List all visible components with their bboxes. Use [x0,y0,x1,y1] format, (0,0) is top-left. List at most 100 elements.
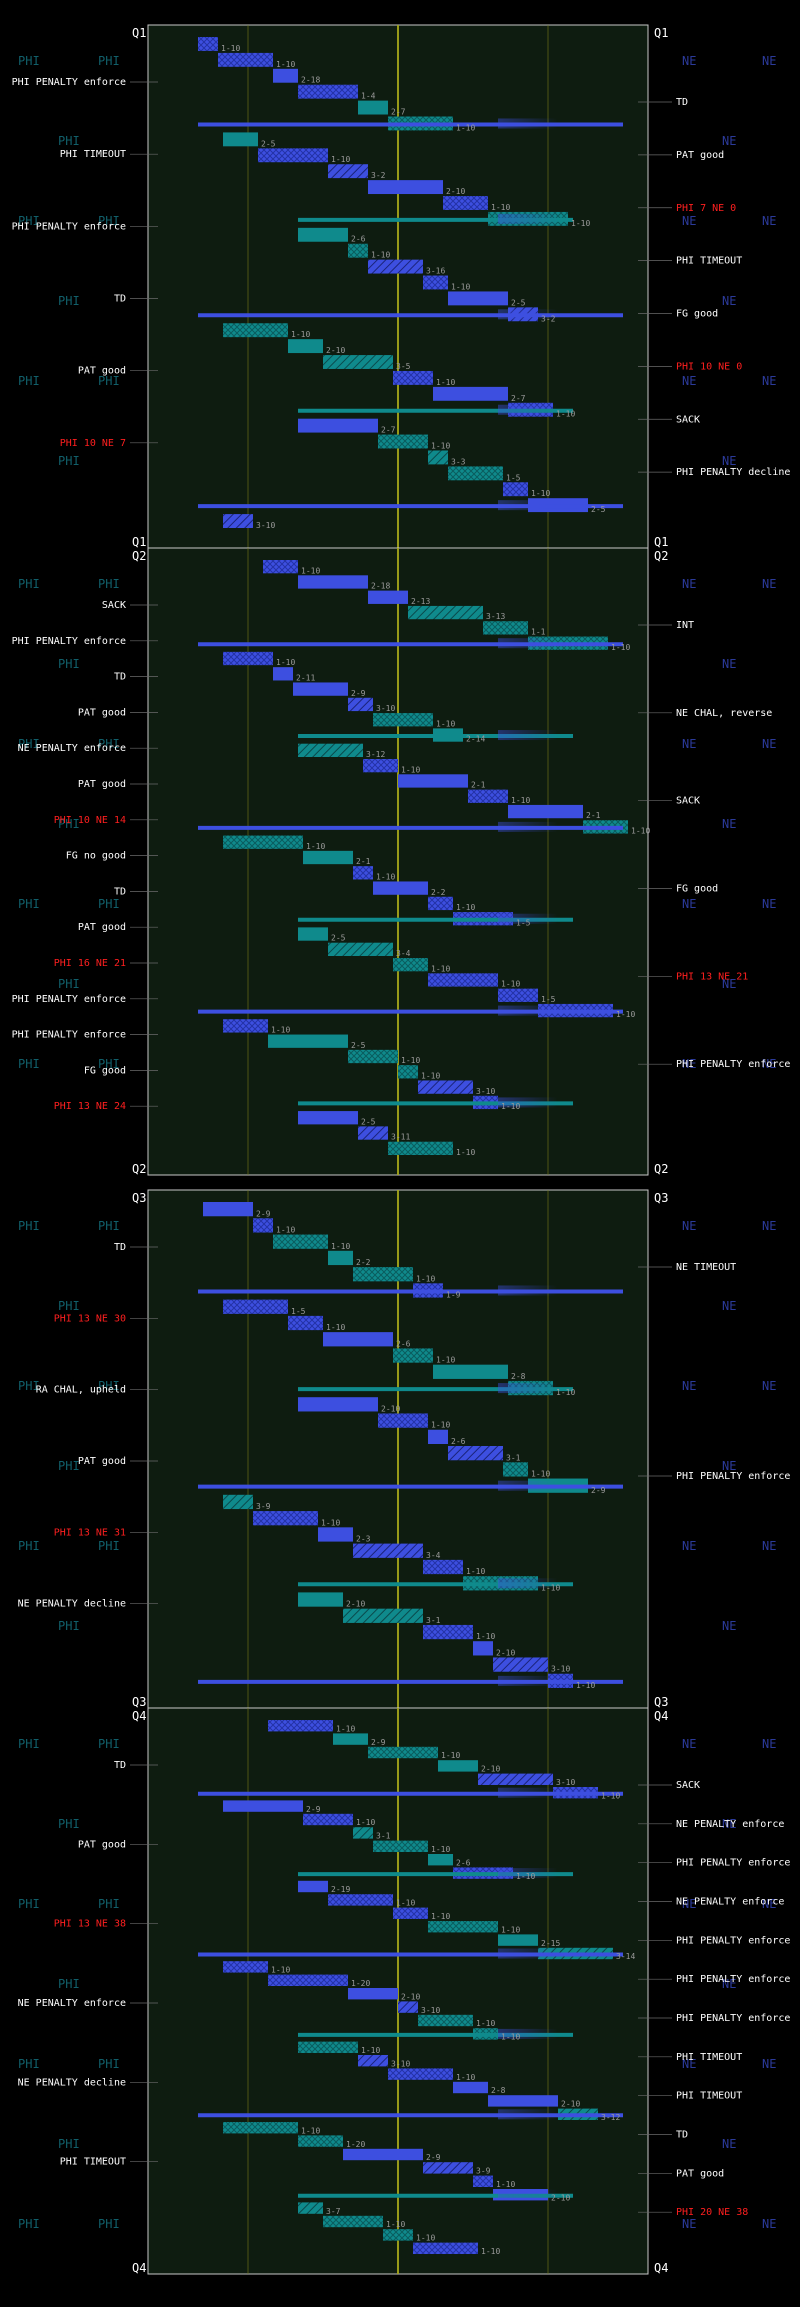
play-label: 1-10 [436,378,455,387]
event-callout-right: INT [676,620,694,631]
event-callout-right: PHI PENALTY enforce [676,1471,790,1482]
play-label: 3-1 [506,1453,521,1462]
play-bar [263,560,298,574]
quarter-label: Q3 [654,1695,668,1709]
event-callout-left: TD [114,1760,126,1771]
play-label: 3-1 [426,1616,441,1625]
play-bar [398,774,468,788]
watermark-home: PHI [98,374,120,388]
play-bar [298,84,358,99]
event-callout-left: NE PENALTY enforce [18,1998,126,2009]
play-bar [358,100,388,115]
event-callout-left: PHI TIMEOUT [60,149,126,160]
play-bar [438,1760,478,1772]
watermark-home: PHI [98,214,120,228]
play-label: 1-10 [481,2247,500,2256]
play-bar [273,667,293,681]
play-label: 1-4 [361,92,376,101]
play-bar [298,1111,358,1125]
play-bar [298,1880,328,1893]
event-callout-left: PHI PENALTY enforce [12,994,126,1005]
play-label: 3-4 [396,949,411,958]
event-callout-right: PAT good [676,2168,724,2179]
play-bar [498,1934,538,1946]
play-label: 1-1 [531,628,546,637]
watermark-home: PHI [18,54,40,68]
play-label: 3-9 [476,2167,491,2176]
watermark-home: PHI [58,1977,80,1991]
play-bar [323,1332,393,1347]
event-callout-left: PHI 13 NE 30 [54,1313,126,1324]
play-bar [483,621,528,635]
play-bar [388,2068,453,2080]
watermark-home: PHI [18,1737,40,1751]
watermark-away: NE [682,2217,696,2231]
event-callout-right: SACK [676,1780,700,1791]
play-label: 1-10 [301,2126,320,2135]
watermark-away: NE [682,54,696,68]
play-bar [223,1961,268,1973]
event-callout-left: PHI 13 NE 24 [54,1101,126,1112]
play-bar [348,1049,398,1064]
watermark-home: PHI [18,1219,40,1233]
play-label: 3-12 [366,750,385,759]
watermark-home: PHI [58,1619,80,1633]
event-callout-right: FG good [676,309,718,320]
play-bar [343,2148,423,2161]
play-bar [498,988,538,1002]
play-label: 3-5 [396,362,411,371]
play-label: 1-10 [276,1226,295,1235]
play-bar [428,1921,498,1933]
play-label: 2-10 [496,1648,515,1657]
play-bar [468,789,508,803]
play-label: 1-10 [441,1751,460,1760]
event-callout-left: TD [114,294,126,305]
event-callout-left: TD [114,1242,126,1253]
play-label: 2-14 [466,735,485,744]
play-bar [428,973,498,987]
event-callout-right: PHI 7 NE 0 [676,203,736,214]
play-label: 3-10 [551,1665,570,1674]
event-callout-left: SACK [102,600,126,611]
event-callout-left: PHI 16 NE 21 [54,958,126,969]
play-bar [393,1907,428,1919]
play-bar [373,713,433,727]
play-bar [353,1267,413,1282]
play-bar [448,291,508,306]
watermark-home: PHI [98,2057,120,2071]
watermark-home: PHI [18,737,40,751]
watermark-away: NE [722,134,736,148]
fade-bar [498,2189,558,2200]
play-label: 2-6 [396,1339,411,1348]
play-label: 1-10 [516,1872,535,1881]
play-label: 1-10 [336,1724,355,1733]
watermark-away: NE [762,1539,776,1553]
play-label: 1-20 [346,2140,365,2149]
event-callout-right: TD [676,2130,688,2141]
watermark-away: NE [722,1619,736,1633]
play-bar [433,386,508,401]
event-callout-right: FG good [676,884,718,895]
play-label: 1-10 [431,964,450,973]
play-label: 1-10 [431,1912,450,1921]
fade-bar [498,500,558,511]
watermark-home: PHI [18,2217,40,2231]
watermark-home: PHI [58,1299,80,1313]
watermark-away: NE [762,577,776,591]
play-bar [503,1462,528,1477]
play-label: 3-14 [616,1952,635,1961]
event-callout-left: PHI 13 NE 38 [54,1919,126,1930]
play-bar [273,1234,328,1249]
play-bar [448,1446,503,1461]
event-callout-left: FG no good [66,851,126,862]
play-bar [288,339,323,354]
play-bar [343,1608,423,1623]
quarter-label: Q1 [132,535,146,549]
play-bar [253,1511,318,1526]
fade-bar [498,118,558,129]
event-callout-right: SACK [676,414,700,425]
fade-bar [498,213,558,224]
quarter-label: Q1 [132,26,146,40]
play-bar [303,850,353,865]
event-callout-left: PHI PENALTY enforce [12,636,126,647]
